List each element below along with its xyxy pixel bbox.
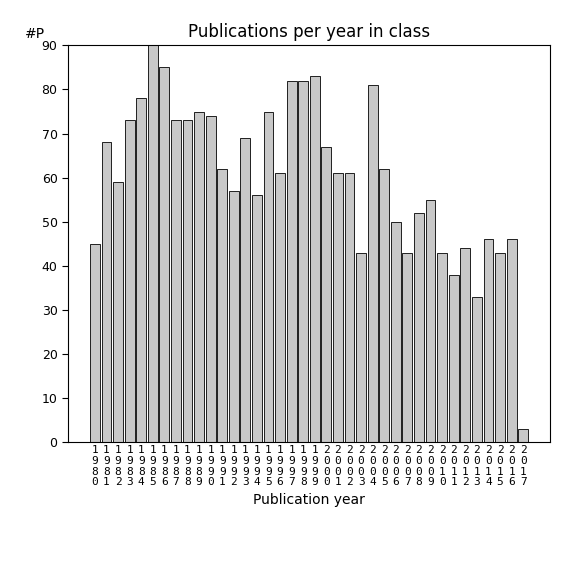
Bar (264, 112, 273, 442)
X-axis label: Publication year: Publication year (253, 493, 365, 507)
Bar (379, 169, 389, 442)
Bar (460, 248, 470, 442)
Bar (171, 120, 181, 442)
Bar (484, 239, 493, 442)
Bar (183, 120, 192, 442)
Bar (507, 239, 517, 442)
Bar (113, 182, 123, 442)
Title: Publications per year in class: Publications per year in class (188, 23, 430, 41)
Bar (159, 67, 169, 442)
Bar (217, 169, 227, 442)
Bar (148, 45, 158, 442)
Bar (403, 253, 412, 442)
Bar (310, 76, 320, 442)
Bar (90, 244, 100, 442)
Bar (136, 98, 146, 442)
Bar (125, 120, 134, 442)
Bar (252, 195, 262, 442)
Bar (101, 142, 111, 442)
Bar (194, 112, 204, 442)
Bar (495, 253, 505, 442)
Bar (333, 174, 343, 442)
Bar (345, 174, 354, 442)
Bar (449, 274, 459, 442)
Bar (206, 116, 215, 442)
Bar (414, 213, 424, 442)
Text: #P: #P (24, 27, 45, 41)
Bar (287, 81, 297, 442)
Bar (472, 297, 482, 442)
Bar (426, 200, 435, 442)
Bar (298, 81, 308, 442)
Bar (356, 253, 366, 442)
Bar (275, 174, 285, 442)
Bar (518, 429, 528, 442)
Bar (321, 147, 331, 442)
Bar (391, 222, 401, 442)
Bar (368, 85, 378, 442)
Bar (437, 253, 447, 442)
Bar (229, 191, 239, 442)
Bar (240, 138, 250, 442)
